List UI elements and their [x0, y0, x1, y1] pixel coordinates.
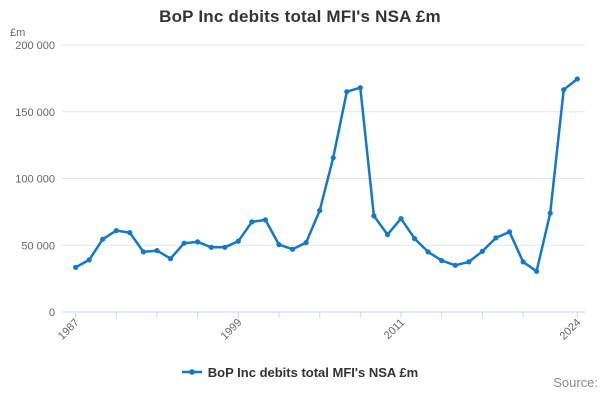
data-point[interactable]	[493, 235, 499, 241]
data-point[interactable]	[276, 242, 282, 248]
data-point[interactable]	[222, 244, 228, 250]
data-point[interactable]	[371, 213, 377, 219]
legend-item[interactable]: BoP Inc debits total MFI's NSA £m	[0, 362, 600, 382]
data-point[interactable]	[466, 259, 472, 265]
data-point[interactable]	[195, 239, 201, 245]
data-point[interactable]	[547, 210, 553, 216]
data-point[interactable]	[479, 248, 485, 254]
x-tick-label: 1999	[219, 317, 245, 343]
data-point[interactable]	[574, 76, 580, 82]
data-point[interactable]	[140, 249, 146, 255]
y-axis-unit-label: £m	[10, 27, 26, 39]
legend-line-marker-icon	[181, 366, 202, 378]
data-point[interactable]	[262, 217, 268, 223]
data-point[interactable]	[357, 85, 363, 91]
data-point[interactable]	[154, 248, 160, 254]
data-point[interactable]	[86, 257, 92, 263]
x-tick-label: 2024	[558, 317, 584, 343]
y-tick-label: 100 000	[15, 174, 55, 186]
data-point[interactable]	[384, 232, 391, 238]
data-point[interactable]	[73, 264, 79, 270]
data-point[interactable]	[344, 89, 350, 95]
data-point[interactable]	[303, 240, 309, 246]
data-point[interactable]	[290, 246, 296, 252]
data-point[interactable]	[330, 155, 336, 161]
data-point[interactable]	[520, 259, 526, 265]
y-tick-label: 0	[49, 307, 55, 319]
data-point[interactable]	[317, 207, 323, 214]
series-line[interactable]	[74, 77, 579, 273]
data-point[interactable]	[452, 262, 458, 268]
data-point[interactable]	[398, 216, 404, 222]
x-tick-label: 2011	[382, 317, 407, 342]
data-point[interactable]	[425, 249, 431, 255]
data-point[interactable]	[127, 230, 133, 236]
chart-title: BoP Inc debits total MFI's NSA £m	[159, 7, 441, 26]
data-point[interactable]	[167, 256, 174, 262]
data-point[interactable]	[208, 244, 214, 250]
data-point[interactable]	[235, 238, 241, 244]
legend-label: BoP Inc debits total MFI's NSA £m	[207, 364, 419, 380]
data-point[interactable]	[181, 240, 187, 246]
plot-area: 0 50 000 100 000 150 000 200 000 1987 1999 2011…	[15, 40, 585, 343]
data-point[interactable]	[113, 228, 119, 234]
x-tick-label: 1987	[56, 317, 82, 343]
data-point[interactable]	[534, 268, 540, 274]
data-point[interactable]	[506, 229, 513, 235]
y-tick-label: 150 000	[15, 107, 55, 119]
y-tick-label: 50 000	[21, 240, 55, 252]
y-tick-label: 200 000	[15, 40, 55, 52]
data-point[interactable]	[100, 236, 106, 242]
data-point[interactable]	[561, 87, 567, 93]
data-point[interactable]	[439, 258, 445, 264]
source-label: Source:	[553, 375, 598, 390]
data-point[interactable]	[249, 219, 255, 225]
data-point[interactable]	[412, 236, 418, 242]
